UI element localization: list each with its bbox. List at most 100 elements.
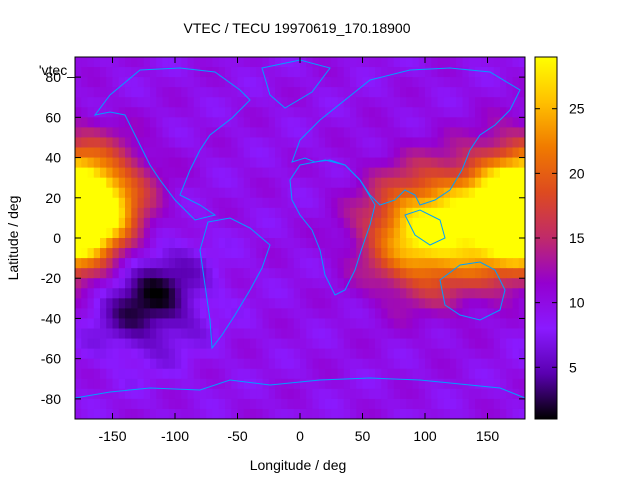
heatmap-cell xyxy=(181,197,188,209)
heatmap-cell xyxy=(431,368,438,380)
heatmap-cell xyxy=(450,308,457,319)
heatmap-cell xyxy=(425,207,432,219)
heatmap-cell xyxy=(306,328,313,340)
heatmap-cell xyxy=(518,107,526,118)
heatmap-cell xyxy=(243,157,251,169)
heatmap-cell xyxy=(443,368,451,380)
heatmap-cell xyxy=(500,167,507,179)
heatmap-cell xyxy=(462,288,470,299)
heatmap-cell xyxy=(362,167,370,179)
heatmap-cell xyxy=(243,117,251,128)
heatmap-cell xyxy=(100,348,107,360)
heatmap-cell xyxy=(287,238,295,249)
heatmap-cell xyxy=(181,137,188,148)
heatmap-cell xyxy=(475,338,482,350)
heatmap-cell xyxy=(100,338,107,350)
heatmap-cell xyxy=(500,97,507,108)
heatmap-cell xyxy=(337,77,345,88)
heatmap-cell xyxy=(362,187,370,199)
heatmap-cell xyxy=(418,308,426,319)
heatmap-cell xyxy=(268,398,276,410)
heatmap-cell xyxy=(218,127,226,138)
heatmap-cell xyxy=(168,378,176,390)
heatmap-cell xyxy=(256,167,263,179)
heatmap-cell xyxy=(443,258,451,269)
heatmap-cell xyxy=(500,378,507,390)
heatmap-cell xyxy=(187,278,195,289)
heatmap-cell xyxy=(468,348,476,360)
heatmap-cell xyxy=(362,358,370,370)
heatmap-cell xyxy=(168,157,176,169)
heatmap-cell xyxy=(175,67,182,78)
heatmap-cell xyxy=(187,67,195,78)
heatmap-cell xyxy=(193,97,201,108)
heatmap-cell xyxy=(225,67,232,78)
heatmap-cell xyxy=(393,227,401,239)
heatmap-cell xyxy=(143,107,151,118)
heatmap-cell xyxy=(218,368,226,380)
heatmap-cell xyxy=(462,147,470,159)
heatmap-cell xyxy=(425,248,432,259)
heatmap-cell xyxy=(237,177,245,189)
heatmap-cell xyxy=(150,288,157,299)
heatmap-cell xyxy=(225,238,232,249)
heatmap-cell xyxy=(287,288,295,299)
heatmap-cell xyxy=(362,368,370,380)
heatmap-cell xyxy=(306,308,313,319)
heatmap-cell xyxy=(200,167,207,179)
heatmap-cell xyxy=(418,358,426,370)
heatmap-cell xyxy=(325,278,332,289)
heatmap-cell xyxy=(343,167,351,179)
heatmap-cell xyxy=(218,107,226,118)
heatmap-cell xyxy=(325,288,332,299)
heatmap-cell xyxy=(100,207,107,219)
heatmap-cell xyxy=(156,408,163,420)
heatmap-cell xyxy=(300,197,307,209)
heatmap-cell xyxy=(118,238,126,249)
heatmap-cell xyxy=(306,398,313,410)
heatmap-cell xyxy=(93,368,101,380)
heatmap-cell xyxy=(281,157,288,169)
heatmap-cell xyxy=(456,127,463,138)
heatmap-cell xyxy=(343,187,351,199)
heatmap-cell xyxy=(212,127,220,138)
heatmap-cell xyxy=(200,368,207,380)
heatmap-cell xyxy=(362,107,370,118)
heatmap-cell xyxy=(406,67,413,78)
heatmap-cell xyxy=(512,398,520,410)
heatmap-cell xyxy=(468,318,476,329)
heatmap-cell xyxy=(387,157,395,169)
heatmap-cell xyxy=(456,177,463,189)
heatmap-cell xyxy=(225,87,232,98)
heatmap-cell xyxy=(368,227,376,239)
heatmap-cell xyxy=(93,137,101,148)
heatmap-cell xyxy=(200,107,207,118)
heatmap-cell xyxy=(437,97,445,108)
heatmap-cell xyxy=(162,318,170,329)
heatmap-cell xyxy=(131,328,138,340)
heatmap-cell xyxy=(293,288,301,299)
heatmap-cell xyxy=(506,308,513,319)
heatmap-cell xyxy=(456,107,463,118)
heatmap-cell xyxy=(375,177,382,189)
heatmap-cell xyxy=(443,187,451,199)
heatmap-cell xyxy=(343,238,351,249)
heatmap-cell xyxy=(356,388,363,400)
heatmap-cell xyxy=(375,167,382,179)
heatmap-cell xyxy=(337,268,345,279)
heatmap-cell xyxy=(450,197,457,209)
heatmap-cell xyxy=(262,87,270,98)
heatmap-cell xyxy=(368,268,376,279)
heatmap-cell xyxy=(131,398,138,410)
heatmap-cell xyxy=(187,77,195,88)
heatmap-cell xyxy=(75,127,82,138)
heatmap-cell xyxy=(143,278,151,289)
heatmap-cell xyxy=(268,248,276,259)
heatmap-cell xyxy=(143,177,151,189)
heatmap-cell xyxy=(237,187,245,199)
heatmap-cell xyxy=(362,238,370,249)
heatmap-cell xyxy=(368,77,376,88)
heatmap-cell xyxy=(218,328,226,340)
heatmap-cell xyxy=(375,217,382,229)
heatmap-cell xyxy=(143,408,151,420)
